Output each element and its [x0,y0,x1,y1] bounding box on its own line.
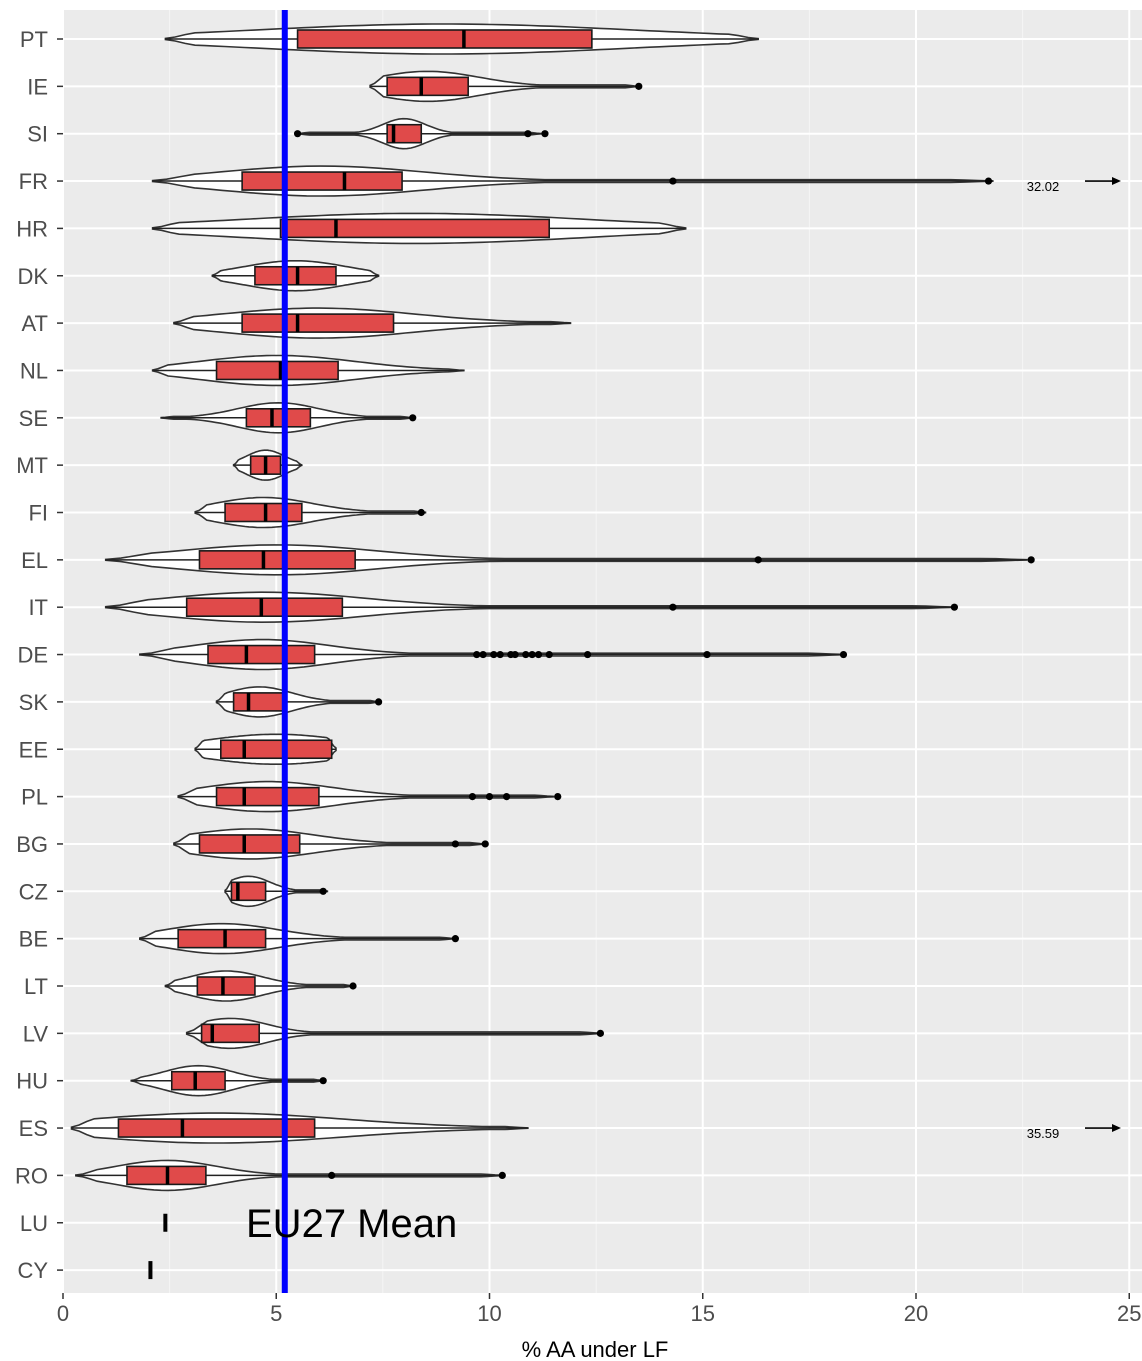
x-tick-label-15: 15 [691,1301,715,1326]
box-fr [242,172,402,190]
offscale-label-fr: 32.02 [1027,179,1060,194]
box-fi [225,504,302,522]
outlier-point-bg [452,840,459,847]
y-tick-label-dk: DK [17,264,48,289]
box-it [187,598,343,616]
y-tick-label-si: SI [27,122,48,147]
outlier-point-cz [320,888,327,895]
mean-line-label: EU27 Mean [246,1202,457,1246]
outlier-point-de [522,651,529,658]
y-tick-label-lu: LU [20,1211,48,1236]
y-tick-label-ee: EE [19,737,48,762]
y-tick-label-lv: LV [23,1021,49,1046]
outlier-point-si [294,130,301,137]
median-lu [163,1214,167,1232]
outlier-point-hu [320,1077,327,1084]
box-se [246,409,310,427]
y-tick-label-pt: PT [20,27,48,52]
x-tick-label-25: 25 [1117,1301,1141,1326]
box-be [178,930,265,948]
outlier-point-lt [349,982,356,989]
box-at [242,314,393,332]
outlier-point-pl [486,793,493,800]
outlier-point-ro [328,1172,335,1179]
outlier-point-de [584,651,591,658]
y-tick-label-ie: IE [27,74,48,99]
outlier-point-de [511,651,518,658]
outlier-point-pl [469,793,476,800]
outlier-point-ro [499,1172,506,1179]
outlier-point-pl [503,793,510,800]
x-axis-title: % AA under LF [522,1337,669,1361]
box-nl [217,361,339,379]
offscale-label-es: 35.59 [1027,1126,1060,1141]
y-tick-label-de: DE [17,643,48,668]
outlier-point-fi [418,509,425,516]
x-tick-label-20: 20 [904,1301,928,1326]
box-dk [255,267,336,285]
y-tick-label-hr: HR [16,216,48,241]
y-tick-label-fi: FI [28,501,48,526]
outlier-point-bg [482,840,489,847]
y-tick-label-sk: SK [19,690,49,715]
x-tick-label-10: 10 [477,1301,501,1326]
box-hr [281,219,550,237]
outlier-point-si [524,130,531,137]
outlier-point-lv [597,1030,604,1037]
y-tick-label-at: AT [22,311,48,336]
outlier-point-de [480,651,487,658]
outlier-point-si [541,130,548,137]
outlier-point-de [546,651,553,658]
x-tick-label-5: 5 [270,1301,282,1326]
box-pt [298,30,592,48]
outlier-point-de [840,651,847,658]
y-tick-label-nl: NL [20,358,48,383]
y-tick-label-ro: RO [15,1163,48,1188]
outlier-point-fr [669,177,676,184]
outlier-point-de [529,651,536,658]
y-tick-label-el: EL [21,548,48,573]
median-cy [148,1261,152,1279]
outlier-point-fr [985,177,992,184]
y-tick-label-be: BE [19,927,48,952]
outlier-point-it [951,604,958,611]
box-ie [387,77,468,95]
outlier-point-sk [375,698,382,705]
outlier-point-de [535,651,542,658]
outlier-point-de [497,651,504,658]
outlier-point-de [490,651,497,658]
y-tick-label-cy: CY [17,1258,48,1283]
box-hu [172,1072,225,1090]
outlier-point-de [473,651,480,658]
box-lt [197,977,255,995]
y-tick-label-fr: FR [19,169,48,194]
box-ee [221,740,332,758]
outlier-point-pl [554,793,561,800]
y-tick-label-hu: HU [16,1069,48,1094]
y-tick-label-bg: BG [16,832,48,857]
y-tick-label-it: IT [28,595,48,620]
y-tick-label-lt: LT [24,974,48,999]
outlier-point-el [1028,556,1035,563]
box-lv [202,1024,260,1042]
y-tick-label-se: SE [19,406,48,431]
box-el [199,551,355,569]
outlier-point-ie [635,83,642,90]
outlier-point-it [669,604,676,611]
box-de [208,646,315,664]
box-pl [217,788,319,806]
box-sk [234,693,285,711]
outlier-point-se [409,414,416,421]
x-tick-label-0: 0 [57,1301,69,1326]
outlier-point-be [452,935,459,942]
y-tick-label-pl: PL [21,785,48,810]
outlier-point-el [755,556,762,563]
outlier-point-de [703,651,710,658]
y-tick-label-es: ES [19,1116,48,1141]
y-tick-label-cz: CZ [19,879,48,904]
y-tick-label-mt: MT [16,453,48,478]
